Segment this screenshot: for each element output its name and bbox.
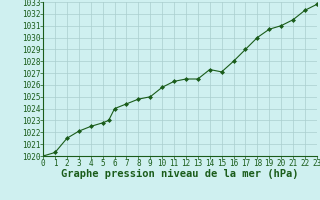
X-axis label: Graphe pression niveau de la mer (hPa): Graphe pression niveau de la mer (hPa) xyxy=(61,169,299,179)
